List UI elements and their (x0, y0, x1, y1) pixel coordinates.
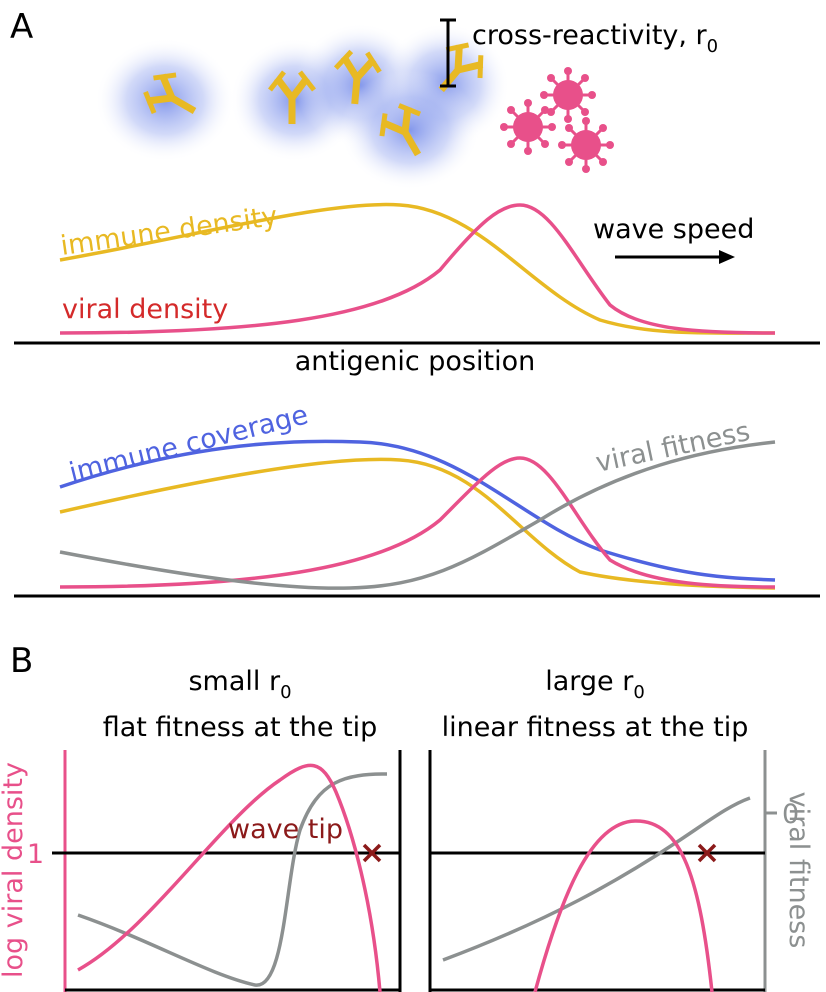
wave-tip-marker (697, 843, 717, 863)
wave-speed-label: wave speed (593, 214, 754, 245)
left-axes (52, 750, 402, 992)
cross-reactivity-bracket (440, 18, 456, 88)
viral-density-curve (59, 456, 776, 589)
viral-fitness-curve (77, 772, 388, 987)
immune-density-label: immune density (59, 201, 280, 262)
right-axes (428, 750, 777, 992)
cross-reactivity-label: cross-reactivity, r0 (472, 20, 718, 57)
viral-fitness-curve (442, 796, 751, 962)
panel-label: A (10, 7, 33, 47)
y-tick-label: 0 (782, 799, 799, 830)
viral-density-label: viral density (62, 294, 228, 325)
viral-fitness-label: viral fitness (593, 416, 753, 479)
y-axis-label: viral fitness (783, 792, 814, 949)
wave-speed-arrow (615, 250, 735, 264)
panel-subtitle: flat fitness at the tip (103, 712, 378, 743)
viral-density-curve (59, 203, 776, 335)
viruses (498, 65, 616, 175)
panel-title: small r0 (188, 666, 291, 703)
panel-subtitle: linear fitness at the tip (442, 712, 749, 743)
y-tick-label: 1 (27, 839, 44, 870)
viral-density-curve (77, 763, 382, 992)
y-axis-label: log viral density (0, 762, 29, 978)
panel-title: large r0 (545, 666, 645, 703)
immune-density-curve (59, 457, 776, 590)
viral-fitness-curve (59, 440, 776, 590)
viral-density-curve (533, 819, 714, 992)
wave-tip-marker (362, 843, 382, 863)
x-axis-label: antigenic position (295, 346, 535, 377)
immune-coverage-curve (59, 439, 776, 582)
wave-tip-label: wave tip (228, 814, 343, 845)
panel-label: B (10, 641, 33, 681)
